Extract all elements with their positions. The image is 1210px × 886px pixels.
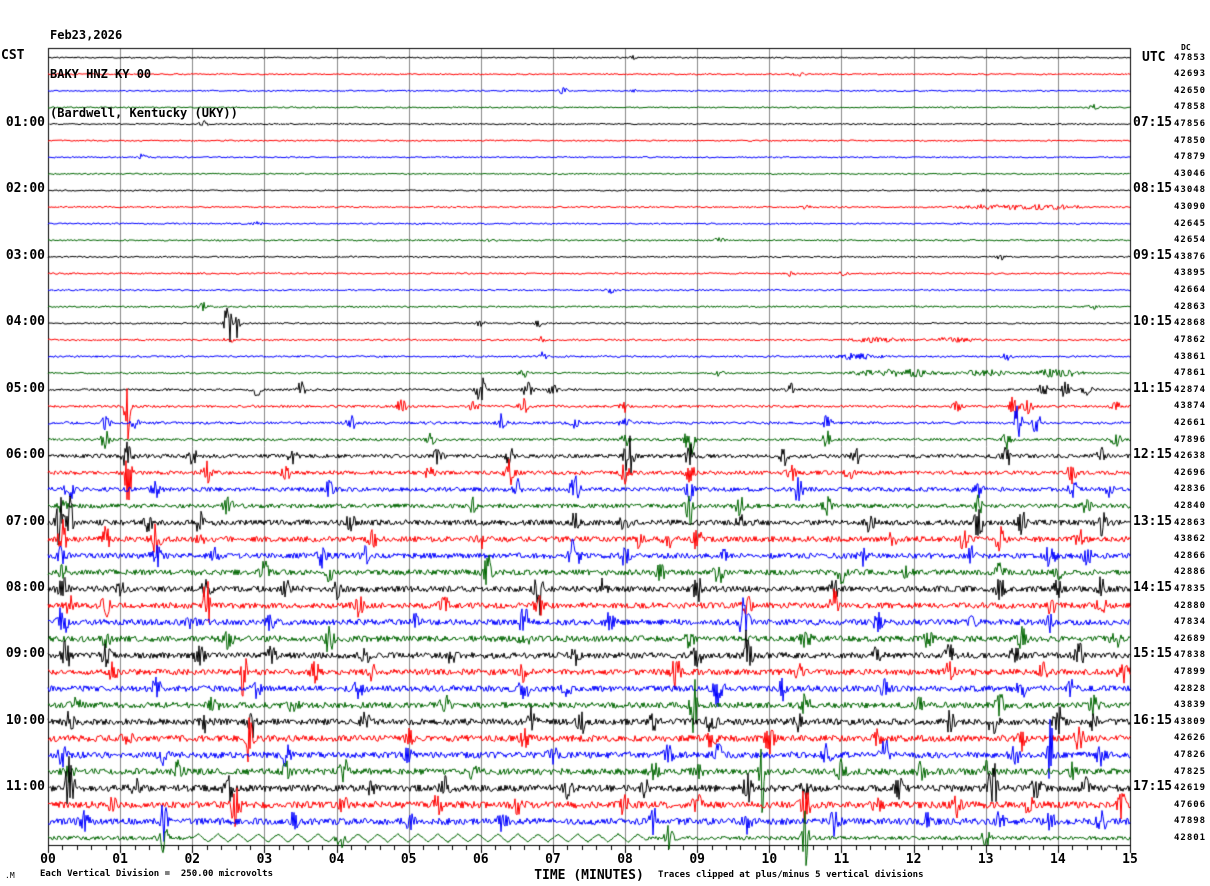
minute-label-07: 07 [545,852,561,867]
utc-label-14:15: 14:15 [1133,579,1173,595]
dc-value-row-35: 42689 [1174,633,1207,644]
dc-value-row-34: 47834 [1174,617,1207,628]
dc-value-row-2: 42650 [1174,85,1207,96]
utc-label-11:15: 11:15 [1133,380,1173,396]
dc-value-row-24: 42638 [1174,451,1207,462]
dc-value-row-21: 43874 [1174,401,1207,412]
minute-label-14: 14 [1050,852,1066,867]
cst-label-02:00: 02:00 [5,181,45,197]
dc-value-row-43: 47825 [1174,766,1207,777]
dc-value-row-27: 42840 [1174,500,1207,511]
dc-value-row-36: 47838 [1174,650,1207,661]
cst-label-08:00: 08:00 [5,579,45,595]
cst-label-06:00: 06:00 [5,447,45,463]
utc-label-16:15: 16:15 [1133,712,1173,728]
dc-value-row-25: 42696 [1174,467,1207,478]
dc-value-row-3: 47858 [1174,102,1207,113]
minute-label-10: 10 [761,852,778,867]
cst-label-11:00: 11:00 [5,779,45,795]
title-location: (Bardwell, Kentucky (UKY)) [50,106,238,120]
minute-label-04: 04 [328,852,345,867]
dc-value-row-0: 47853 [1174,52,1207,63]
minute-label-13: 13 [977,852,994,867]
dc-value-row-10: 42645 [1174,218,1207,229]
plot-title: Feb23,2026 BAKY HNZ KY 00 (Bardwell, Ken… [50,3,238,146]
dc-value-row-7: 43046 [1174,168,1207,179]
utc-label-10:15: 10:15 [1133,314,1173,330]
minute-label-06: 06 [472,852,489,867]
dc-value-row-11: 42654 [1174,235,1207,246]
dc-value-row-12: 43876 [1174,251,1207,262]
dc-value-row-18: 43861 [1174,351,1207,362]
x-axis-title: TIME (MINUTES) [534,868,644,883]
utc-label-07:15: 07:15 [1133,115,1173,131]
right-timezone-label: UTC [1142,50,1166,65]
scale-note: Each Vertical Division = 250.00 microvol… [40,869,273,879]
cst-label-10:00: 10:00 [5,712,45,728]
dc-value-row-40: 43809 [1174,716,1207,727]
dc-value-row-15: 42863 [1174,301,1207,312]
corner-mark: .M [5,871,15,880]
dc-value-row-30: 42866 [1174,550,1207,561]
minute-label-11: 11 [833,852,850,867]
cst-label-07:00: 07:00 [5,513,45,529]
dc-value-row-41: 42626 [1174,733,1207,744]
dc-value-row-1: 42693 [1174,69,1207,80]
dc-value-row-46: 47898 [1174,816,1207,827]
dc-value-row-42: 47826 [1174,750,1207,760]
left-timezone-label: CST [1,48,25,63]
utc-label-12:15: 12:15 [1133,447,1173,463]
utc-label-09:15: 09:15 [1133,247,1173,263]
dc-value-row-45: 47606 [1174,799,1207,810]
dc-value-row-47: 42801 [1174,833,1207,844]
minute-label-05: 05 [400,852,417,867]
title-date: Feb23,2026 [50,28,123,42]
dc-value-row-31: 42886 [1174,567,1207,578]
dc-value-row-20: 42874 [1174,384,1207,395]
dc-value-row-26: 42836 [1174,484,1207,495]
dc-value-row-33: 42880 [1174,600,1207,611]
dc-value-row-17: 47862 [1174,334,1207,345]
utc-label-08:15: 08:15 [1133,181,1173,197]
utc-label-15:15: 15:15 [1133,646,1173,662]
cst-label-09:00: 09:00 [5,646,45,662]
cst-label-01:00: 01:00 [5,115,45,131]
title-station: BAKY HNZ KY 00 [50,67,152,81]
cst-label-05:00: 05:00 [5,380,45,396]
dc-value-row-16: 42868 [1174,318,1207,329]
dc-value-row-6: 47879 [1174,152,1207,163]
dc-value-row-22: 42661 [1174,417,1207,428]
dc-value-row-32: 47835 [1174,583,1207,594]
dc-value-row-5: 47850 [1174,135,1207,146]
utc-label-17:15: 17:15 [1133,779,1173,795]
minute-label-01: 01 [112,852,128,867]
utc-label-13:15: 13:15 [1133,513,1173,529]
dc-value-row-38: 42828 [1174,683,1207,694]
dc-value-row-14: 42664 [1174,285,1207,296]
minute-label-03: 03 [256,852,273,867]
minute-label-02: 02 [184,852,201,867]
dc-value-row-44: 42619 [1174,783,1207,794]
dc-value-row-37: 47899 [1174,666,1207,677]
dc-value-row-19: 47861 [1174,368,1207,379]
minute-label-00: 00 [40,852,56,867]
dc-value-row-4: 47856 [1174,119,1207,130]
dc-value-row-9: 43090 [1174,202,1207,213]
cst-label-03:00: 03:00 [5,247,45,263]
minute-label-09: 09 [689,852,706,867]
minute-label-15: 15 [1122,852,1138,867]
minute-label-08: 08 [617,852,633,867]
dc-value-row-8: 43048 [1174,185,1207,196]
dc-value-row-39: 43839 [1174,700,1207,711]
dc-value-row-23: 47896 [1174,434,1207,445]
minute-label-12: 12 [905,852,922,867]
dc-value-row-28: 42863 [1174,517,1207,528]
cst-label-04:00: 04:00 [5,314,45,330]
dc-value-row-29: 43862 [1174,534,1207,545]
dc-column-header: DC [1181,43,1191,52]
dc-value-row-13: 43895 [1174,268,1207,279]
clip-note: Traces clipped at plus/minus 5 vertical … [658,870,924,880]
